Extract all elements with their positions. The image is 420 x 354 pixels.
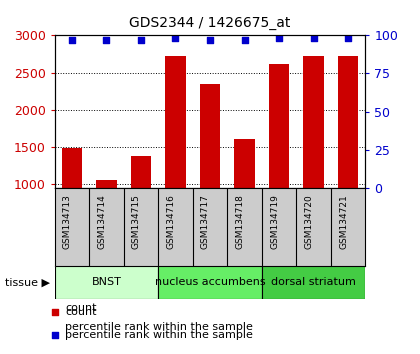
Text: GSM134717: GSM134717: [201, 194, 210, 249]
Point: [190, 217, 197, 222]
Text: tissue ▶: tissue ▶: [5, 277, 50, 287]
Text: percentile rank within the sample: percentile rank within the sample: [65, 330, 253, 341]
Text: nucleus accumbens: nucleus accumbens: [155, 277, 265, 287]
Point: [207, 37, 213, 43]
Point: [345, 36, 352, 41]
Text: GSM134721: GSM134721: [339, 194, 348, 249]
Bar: [338, 56, 359, 258]
Bar: [55, 266, 158, 299]
Point: [310, 36, 317, 41]
Text: GSM134718: GSM134718: [236, 194, 244, 249]
Bar: [165, 56, 186, 258]
Text: percentile rank within the sample: percentile rank within the sample: [65, 322, 253, 332]
Bar: [262, 266, 365, 299]
Bar: [158, 266, 262, 299]
Bar: [61, 148, 82, 258]
Bar: [96, 180, 117, 258]
Bar: [131, 156, 151, 258]
Text: GSM134715: GSM134715: [132, 194, 141, 249]
Text: count: count: [65, 303, 97, 313]
Point: [68, 37, 75, 43]
Bar: [269, 64, 289, 258]
Point: [172, 36, 179, 41]
Point: [138, 37, 144, 43]
Text: GSM134720: GSM134720: [304, 194, 314, 249]
Text: GSM134719: GSM134719: [270, 194, 279, 249]
Text: count: count: [65, 307, 97, 318]
Text: BNST: BNST: [92, 277, 121, 287]
Bar: [200, 84, 221, 258]
Text: GDS2344 / 1426675_at: GDS2344 / 1426675_at: [129, 16, 291, 30]
Point: [276, 36, 282, 41]
Point: [241, 37, 248, 43]
Text: GSM134713: GSM134713: [63, 194, 72, 249]
Point: [103, 37, 110, 43]
Bar: [303, 56, 324, 258]
Text: dorsal striatum: dorsal striatum: [271, 277, 356, 287]
Bar: [234, 139, 255, 258]
Point: [190, 7, 197, 13]
Text: GSM134716: GSM134716: [166, 194, 176, 249]
Text: GSM134714: GSM134714: [97, 194, 106, 249]
